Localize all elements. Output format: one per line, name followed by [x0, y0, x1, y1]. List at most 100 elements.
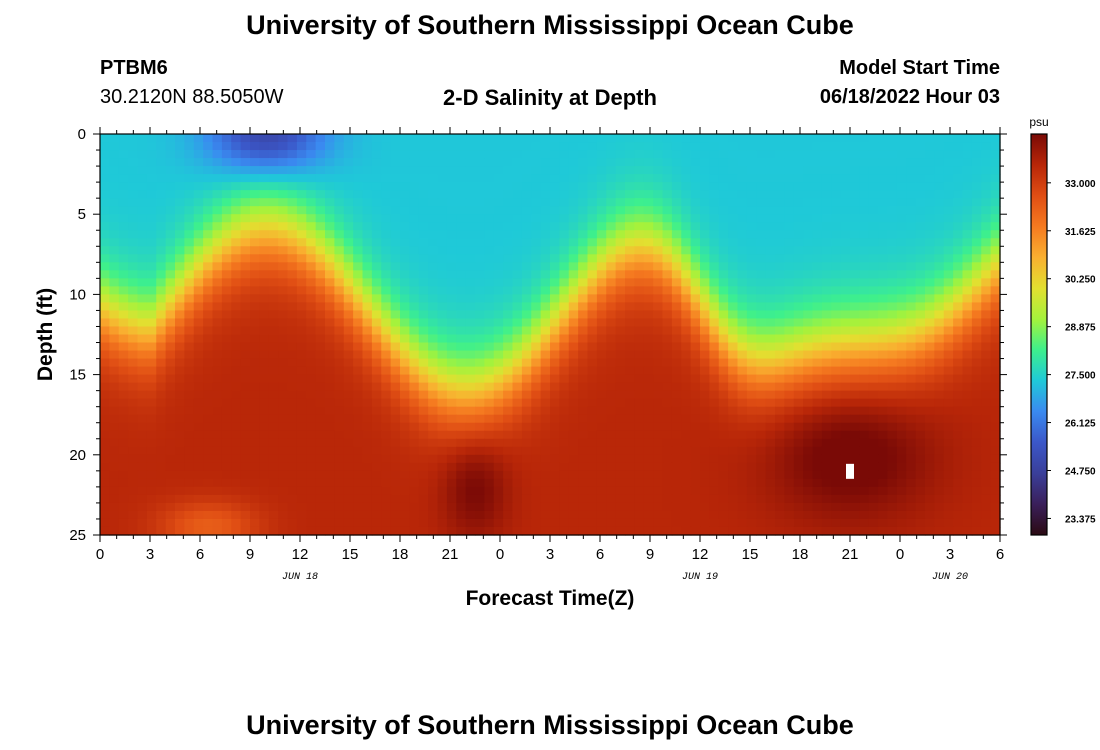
heatmap-cell [240, 326, 251, 336]
heatmap-cell [381, 494, 392, 504]
heatmap-cell [493, 142, 504, 151]
heatmap-cell [793, 302, 804, 312]
heatmap-cell [409, 182, 420, 191]
heatmap-cell [437, 142, 448, 151]
heatmap-cell [821, 246, 832, 255]
heatmap-cell [746, 390, 757, 400]
heatmap-cell [587, 214, 598, 223]
heatmap-cell [915, 358, 926, 368]
heatmap-cell [793, 526, 804, 536]
heatmap-cell [212, 502, 223, 512]
heatmap-cell [756, 358, 767, 368]
heatmap-cell [465, 334, 476, 344]
heatmap-cell [793, 374, 804, 384]
heatmap-cell [296, 486, 307, 496]
heatmap-cell [587, 134, 598, 143]
heatmap-cell [446, 238, 457, 247]
heatmap-cell [475, 134, 485, 143]
heatmap-cell [531, 318, 542, 328]
heatmap-cell [165, 150, 176, 159]
heatmap-cell [221, 198, 232, 207]
heatmap-cell [109, 270, 120, 279]
heatmap-cell [109, 470, 120, 480]
heatmap-cell [878, 374, 889, 384]
heatmap-cell [756, 206, 767, 215]
heatmap-cell [428, 494, 439, 504]
heatmap-cell [559, 494, 570, 504]
heatmap-cell [925, 294, 935, 304]
heatmap-cell [868, 358, 879, 368]
heatmap-cell [868, 374, 879, 384]
heatmap-cell [437, 358, 448, 368]
heatmap-cell [934, 214, 945, 223]
heatmap-cell [596, 262, 607, 271]
heatmap-cell [268, 286, 279, 295]
heatmap-cell [915, 230, 926, 239]
heatmap-cell [587, 518, 598, 528]
heatmap-cell [118, 174, 129, 183]
heatmap-cell [634, 398, 645, 408]
heatmap-cell [184, 150, 195, 159]
heatmap-cell [859, 382, 870, 392]
heatmap-cell [371, 414, 382, 424]
heatmap-cell [803, 182, 814, 191]
heatmap-cell [615, 166, 626, 175]
heatmap-cell [671, 454, 682, 464]
heatmap-cell [840, 190, 851, 199]
heatmap-cell [737, 334, 748, 344]
heatmap-cell [718, 454, 729, 464]
heatmap-cell [353, 222, 364, 231]
heatmap-cell [681, 486, 692, 496]
heatmap-cell [306, 454, 317, 464]
heatmap-cell [803, 238, 814, 247]
heatmap-cell [737, 222, 748, 231]
heatmap-cell [334, 390, 345, 400]
heatmap-cell [484, 174, 495, 183]
heatmap-cell [737, 310, 748, 320]
heatmap-cell [775, 286, 785, 295]
heatmap-cell [850, 422, 860, 432]
heatmap-cell [784, 278, 795, 287]
heatmap-cell [212, 350, 223, 360]
heatmap-cell [812, 470, 823, 480]
heatmap-cell [484, 310, 495, 320]
heatmap-cell [128, 182, 139, 191]
heatmap-cell [296, 134, 307, 143]
heatmap-cell [118, 150, 129, 159]
heatmap-cell [118, 526, 129, 536]
heatmap-cell [381, 502, 392, 512]
heatmap-cell [728, 158, 739, 167]
heatmap-cell [109, 494, 120, 504]
heatmap-cell [362, 446, 373, 456]
heatmap-cell [943, 398, 954, 408]
heatmap-cell [915, 462, 926, 472]
heatmap-cell [943, 382, 954, 392]
heatmap-cell [306, 198, 317, 207]
heatmap-cell [306, 318, 317, 328]
heatmap-cell [287, 150, 298, 159]
heatmap-cell [625, 286, 635, 295]
heatmap-cell [118, 406, 129, 416]
heatmap-cell [437, 454, 448, 464]
heatmap-cell [175, 446, 185, 456]
heatmap-cell [737, 294, 748, 304]
heatmap-cell [409, 230, 420, 239]
heatmap-cell [306, 206, 317, 215]
heatmap-cell [953, 166, 964, 175]
heatmap-cell [943, 230, 954, 239]
heatmap-cell [250, 478, 260, 488]
heatmap-cell [278, 182, 289, 191]
heatmap-cell [737, 526, 748, 536]
heatmap-cell [100, 166, 110, 175]
heatmap-cell [428, 214, 439, 223]
heatmap-cell [878, 502, 889, 512]
heatmap-cell [343, 494, 354, 504]
heatmap-cell [831, 358, 842, 368]
heatmap-cell [981, 182, 992, 191]
heatmap-cell [540, 206, 551, 215]
heatmap-cell [231, 150, 242, 159]
heatmap-cell [943, 246, 954, 255]
heatmap-cell [784, 166, 795, 175]
heatmap-cell [793, 438, 804, 448]
heatmap-cell [718, 206, 729, 215]
